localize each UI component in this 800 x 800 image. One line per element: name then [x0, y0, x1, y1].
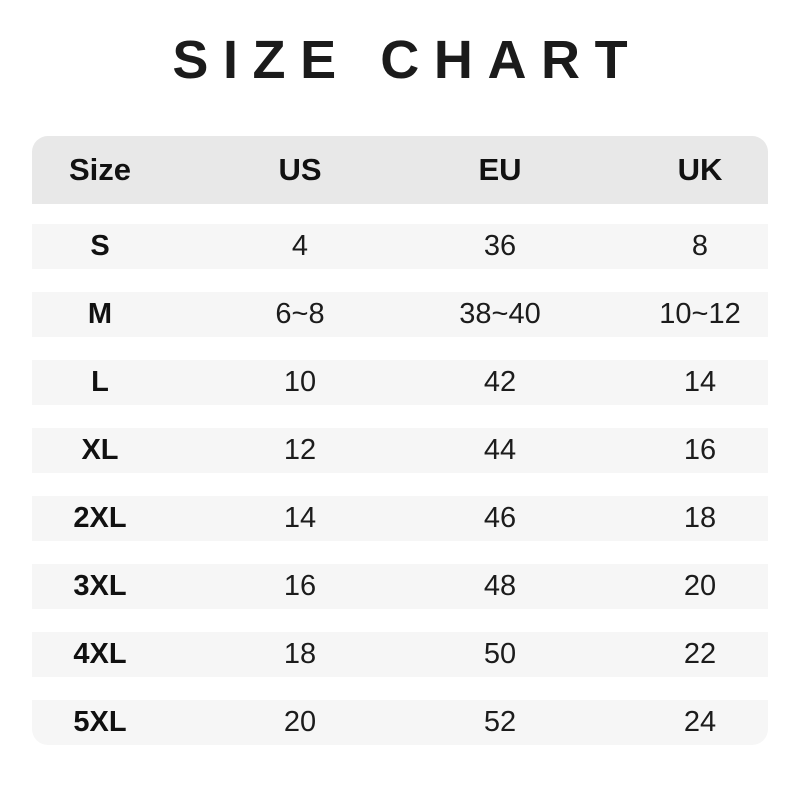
uk-cell: 10~12	[659, 298, 741, 330]
eu-cell: 36	[483, 230, 517, 262]
uk-cell: 8	[691, 230, 709, 262]
eu-cell: 46	[483, 502, 517, 534]
size-cell: M	[87, 298, 113, 330]
uk-cell: 16	[683, 434, 717, 466]
uk-cell: 24	[683, 706, 717, 738]
eu-cell: 52	[483, 706, 517, 738]
size-cell: XL	[81, 434, 119, 466]
eu-cell: 42	[483, 366, 517, 398]
table-row: 2XL 14 46 18	[32, 496, 768, 541]
page-title: SIZE CHART	[172, 30, 643, 90]
table-row: 4XL 18 50 22	[32, 632, 768, 677]
us-cell: 4	[291, 230, 309, 262]
uk-cell: 14	[683, 366, 717, 398]
eu-cell: 50	[483, 638, 517, 670]
uk-cell: 22	[683, 638, 717, 670]
us-cell: 20	[283, 706, 317, 738]
uk-cell: 18	[683, 502, 717, 534]
column-header-us: US	[278, 152, 322, 187]
us-cell: 18	[283, 638, 317, 670]
row-grid: 5XL 20 52 24	[0, 700, 800, 745]
column-header-uk: UK	[677, 152, 723, 187]
eu-cell: 44	[483, 434, 517, 466]
table-row: M 6~8 38~40 10~12	[32, 292, 768, 337]
header-grid: Size US EU UK	[0, 136, 800, 204]
row-grid: 3XL 16 48 20	[0, 564, 800, 609]
uk-cell: 20	[683, 570, 717, 602]
size-cell: 2XL	[73, 502, 127, 534]
table-row: 3XL 16 48 20	[32, 564, 768, 609]
column-header-eu: EU	[478, 152, 522, 187]
row-grid: S 4 36 8	[0, 224, 800, 269]
size-chart-table: Size US EU UK S 4 36 8 M 6~8 38~40 10~12…	[32, 136, 768, 745]
table-row: L 10 42 14	[32, 360, 768, 405]
us-cell: 14	[283, 502, 317, 534]
row-grid: XL 12 44 16	[0, 428, 800, 473]
column-header-size: Size	[68, 152, 132, 187]
eu-cell: 48	[483, 570, 517, 602]
row-grid: 2XL 14 46 18	[0, 496, 800, 541]
size-cell: 4XL	[73, 638, 127, 670]
us-cell: 10	[283, 366, 317, 398]
eu-cell: 38~40	[459, 298, 541, 330]
table-row: 5XL 20 52 24	[32, 700, 768, 745]
size-cell: 3XL	[73, 570, 127, 602]
table-header-row: Size US EU UK	[32, 136, 768, 204]
us-cell: 6~8	[275, 298, 325, 330]
size-cell: S	[90, 230, 110, 262]
us-cell: 12	[283, 434, 317, 466]
us-cell: 16	[283, 570, 317, 602]
table-row: S 4 36 8	[32, 224, 768, 269]
size-cell: 5XL	[73, 706, 127, 738]
table-row: XL 12 44 16	[32, 428, 768, 473]
row-grid: M 6~8 38~40 10~12	[0, 292, 800, 337]
row-grid: 4XL 18 50 22	[0, 632, 800, 677]
table-body: S 4 36 8 M 6~8 38~40 10~12 L 10 42 14 XL…	[32, 224, 768, 745]
row-grid: L 10 42 14	[0, 360, 800, 405]
size-cell: L	[91, 366, 109, 398]
